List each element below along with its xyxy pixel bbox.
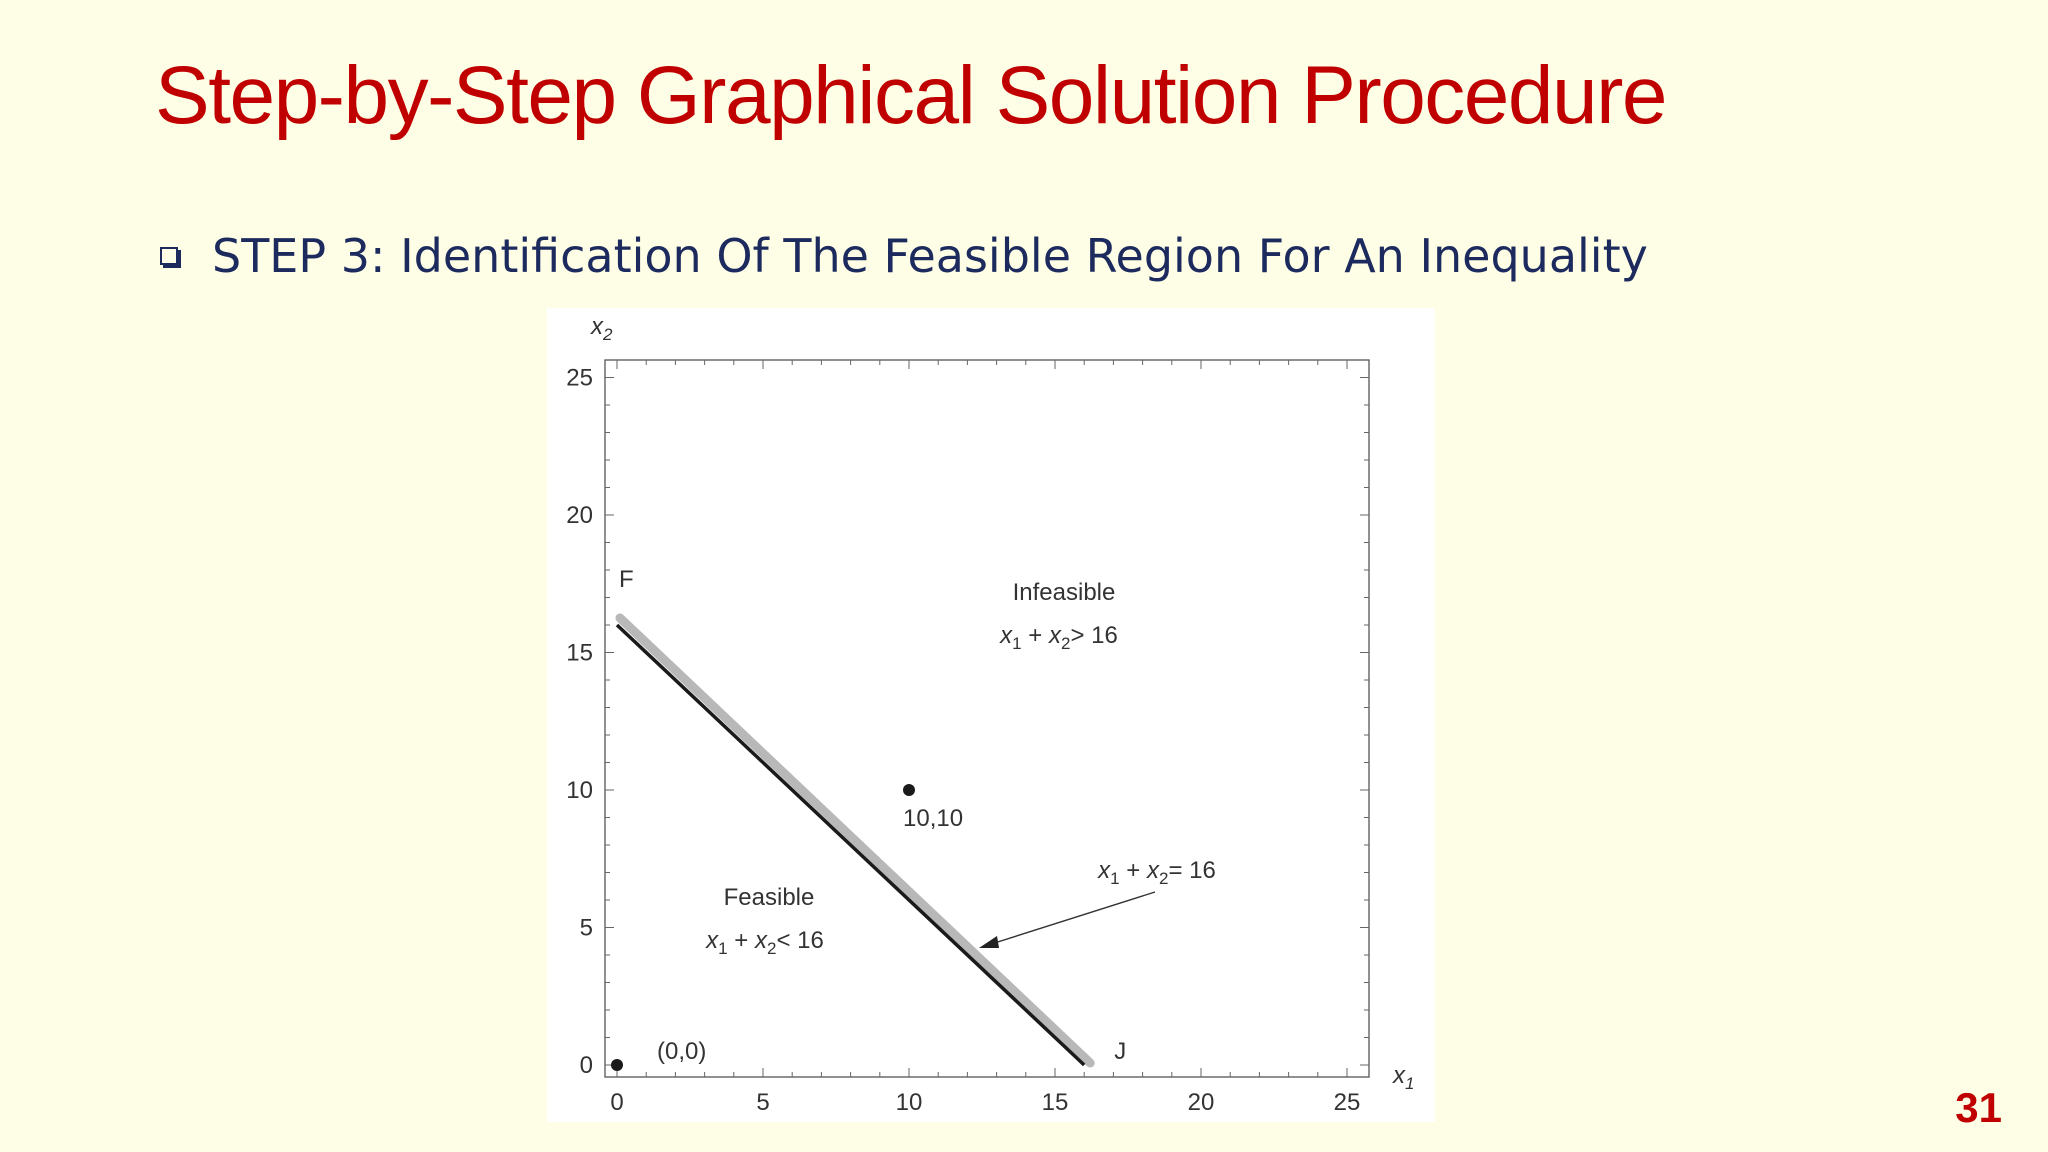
y-tick-label: 10 (566, 777, 593, 804)
annotation-arrow-shaft (984, 891, 1156, 947)
y-tick-label: 20 (566, 502, 593, 529)
constraint-line-shadow (615, 613, 1095, 1068)
y-tick-label: 5 (580, 915, 593, 942)
feasible-region-chart: 0 5 10 15 20 25 0 5 10 15 20 25 xx22 xx11 (0,0) 10,… (566, 313, 1414, 1117)
x-tick-label: 5 (756, 1089, 769, 1116)
infeasible-region-title: Infeasible (1013, 579, 1116, 606)
tick-marks (605, 360, 1369, 1077)
x-axis-title: xx11 (1392, 1062, 1414, 1093)
x-tick-label: 20 (1188, 1089, 1215, 1116)
bullet-text: STEP 3: Identification Of The Feasible R… (212, 229, 1648, 283)
x-tick-label: 25 (1334, 1089, 1361, 1116)
page-number: 31 (1955, 1084, 2002, 1131)
point-origin (611, 1059, 623, 1071)
plot-frame (604, 359, 1370, 1078)
constraint-line-label: x1 + x2= 16 (1097, 857, 1216, 888)
y-tick-label: 25 (566, 365, 593, 392)
y-tick-label: 0 (580, 1052, 593, 1079)
checkbox-bullet-icon (160, 247, 178, 265)
endpoint-f-label: F (619, 566, 634, 593)
chart-card: 0 5 10 15 20 25 0 5 10 15 20 25 xx22 xx11 (0,0) 10,… (547, 308, 1435, 1122)
x-tick-label: 0 (610, 1089, 623, 1116)
point-10-10-label: 10,10 (903, 805, 963, 832)
x-tick-label: 10 (896, 1089, 923, 1116)
point-10-10 (903, 784, 915, 796)
bullet-item: STEP 3: Identification Of The Feasible R… (160, 226, 1648, 286)
slide-title: Step-by-Step Graphical Solution Procedur… (155, 50, 1668, 141)
feasible-region-title: Feasible (724, 884, 815, 911)
y-tick-label: 15 (566, 640, 593, 667)
infeasible-region-condition: x1 + x2> 16 (999, 622, 1118, 653)
x-tick-label: 15 (1042, 1089, 1069, 1116)
endpoint-j-label: J (1114, 1038, 1126, 1065)
annotation-arrow-head (979, 936, 999, 948)
point-origin-label: (0,0) (657, 1038, 706, 1065)
y-axis-title: xx22 (590, 313, 613, 344)
tick-labels: 0 5 10 15 20 25 0 5 10 15 20 25 (566, 365, 1360, 1117)
feasible-region-condition: x1 + x2< 16 (705, 927, 824, 958)
constraint-line (615, 623, 1086, 1067)
